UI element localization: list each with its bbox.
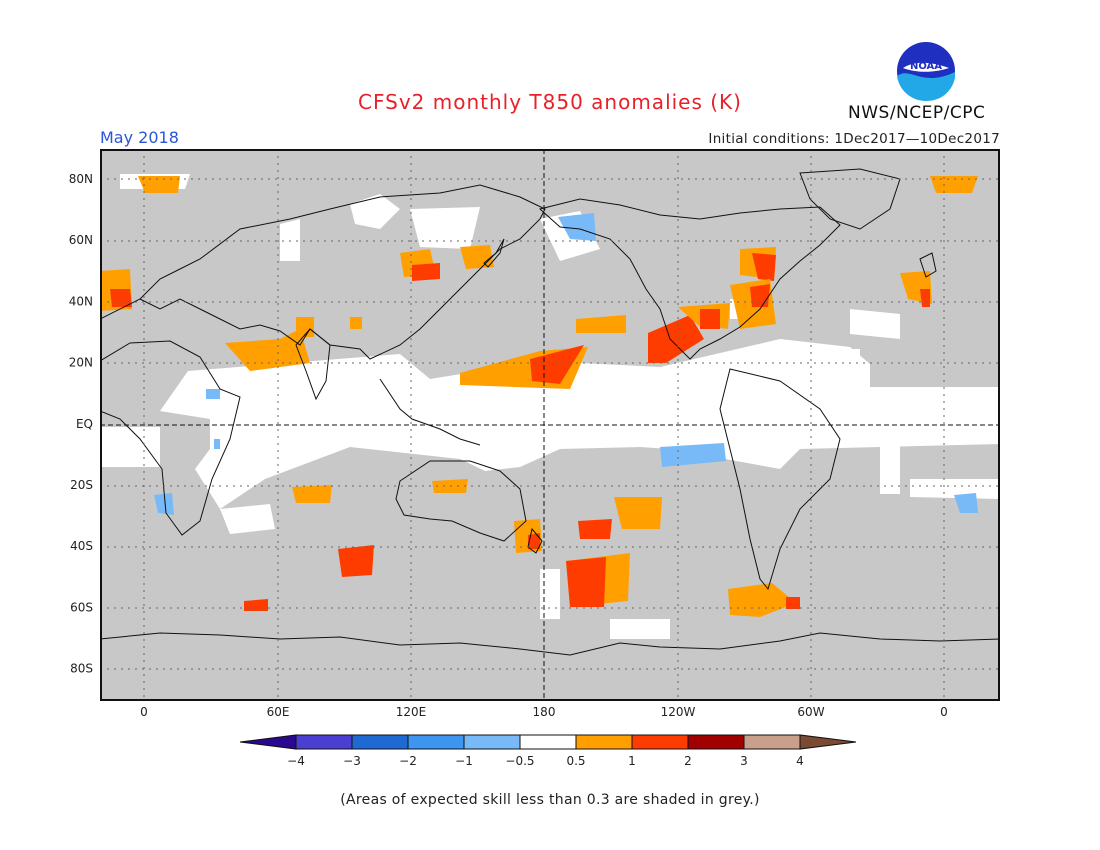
cool-anomaly-regions	[154, 213, 978, 515]
colorbar-swatch	[240, 734, 297, 750]
logo-text: NOAA	[910, 61, 942, 72]
colorbar-swatch	[295, 734, 353, 750]
colorbar-swatch	[407, 734, 465, 750]
colorbar-swatch	[743, 734, 801, 750]
lat-tick-label: 20S	[70, 478, 93, 492]
colorbar-label: 4	[796, 754, 804, 768]
latitude-labels: 80N 60N 40N 20N EQ 20S 40S 60S 80S	[69, 172, 93, 676]
lon-tick-label: 120W	[661, 705, 696, 719]
anomaly-map	[100, 149, 1000, 701]
lon-tick-label: 120E	[396, 705, 427, 719]
colorbar-swatches	[240, 734, 857, 750]
forecast-period: May 2018	[100, 128, 179, 147]
colorbar-swatch	[351, 734, 409, 750]
colorbar-label: −3	[343, 754, 361, 768]
colorbar-swatch	[799, 734, 857, 750]
colorbar-label: −2	[399, 754, 417, 768]
chart-title: CFSv2 monthly T850 anomalies (K)	[358, 90, 742, 114]
colorbar-label: 1	[628, 754, 636, 768]
axis-labels: 80N 60N 40N 20N EQ 20S 40S 60S 80S 0 60E 120E 180 12…	[69, 172, 948, 719]
colorbar-labels: −4 −3 −2 −1 −0.5 0.5 1 2 3 4	[287, 754, 804, 768]
colorbar-swatch	[687, 734, 745, 750]
warm-anomaly-regions	[100, 176, 978, 617]
colorbar-swatch	[575, 734, 633, 750]
lat-tick-label: 20N	[69, 356, 93, 370]
graticule	[100, 149, 1000, 701]
agency-label: NWS/NCEP/CPC	[848, 103, 986, 123]
colorbar-label: −1	[455, 754, 473, 768]
lat-tick-label: 80S	[70, 662, 93, 676]
colorbar-swatch	[463, 734, 521, 750]
coastlines	[100, 168, 1000, 656]
noaa-logo: NOAA	[895, 40, 957, 102]
colorbar-swatch	[519, 734, 577, 750]
lat-tick-label: EQ	[76, 417, 93, 431]
lon-tick-label: 180	[533, 705, 556, 719]
lat-tick-label: 40N	[69, 294, 93, 308]
colorbar-swatch	[631, 734, 689, 750]
colorbar-label: −0.5	[505, 754, 534, 768]
equator-dateline	[100, 149, 1000, 701]
lat-tick-label: 60S	[70, 600, 93, 614]
map-frame	[100, 149, 1000, 701]
lon-tick-label: 0	[940, 705, 948, 719]
colorbar: −4 −3 −2 −1 −0.5 0.5 1 2 3 4	[240, 734, 857, 768]
initial-conditions: Initial conditions: 1Dec2017—10Dec2017	[708, 131, 1000, 147]
lon-tick-label: 60E	[267, 705, 290, 719]
lat-tick-label: 80N	[69, 172, 93, 186]
longitude-labels: 0 60E 120E 180 120W 60W 0	[140, 705, 948, 719]
lat-tick-label: 40S	[70, 539, 93, 553]
colorbar-label: 2	[684, 754, 692, 768]
colorbar-label: 3	[740, 754, 748, 768]
colorbar-label: −4	[287, 754, 305, 768]
colorbar-label: 0.5	[566, 754, 585, 768]
lat-tick-label: 60N	[69, 233, 93, 247]
neutral-anomaly-regions	[100, 174, 1000, 639]
lon-tick-label: 0	[140, 705, 148, 719]
lon-tick-label: 60W	[797, 705, 824, 719]
footnote: (Areas of expected skill less than 0.3 a…	[340, 792, 760, 808]
